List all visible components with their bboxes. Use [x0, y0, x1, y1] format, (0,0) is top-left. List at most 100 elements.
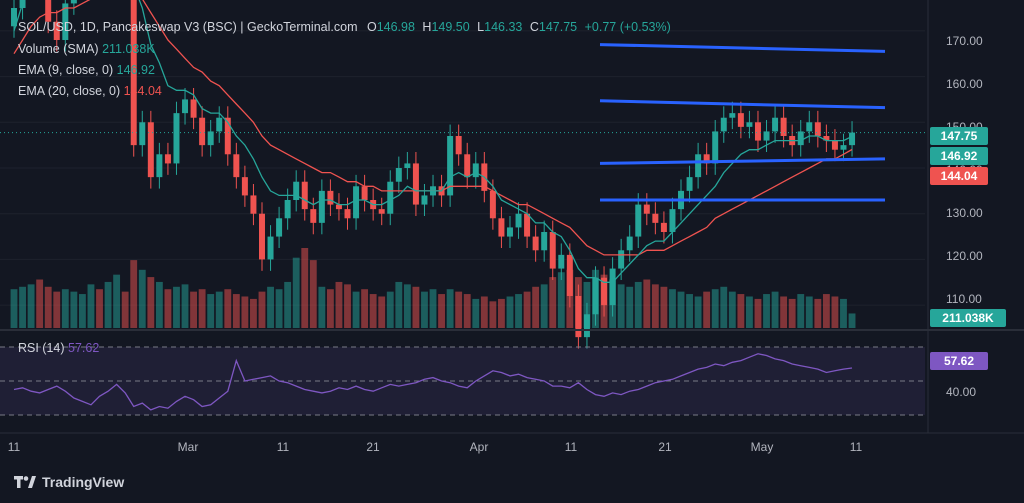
volume-bar: [412, 286, 420, 328]
candle: [139, 122, 146, 146]
price-tick: 120.00: [946, 249, 983, 263]
candle: [729, 113, 736, 118]
volume-bar: [181, 284, 189, 328]
candle: [447, 136, 454, 196]
candle: [806, 122, 813, 132]
volume-bar: [831, 296, 839, 328]
candle: [45, 0, 52, 22]
tradingview-logo-icon: [14, 476, 36, 488]
candle: [318, 190, 325, 223]
candle: [361, 186, 368, 200]
volume-bar: [121, 291, 129, 328]
candle: [147, 122, 154, 178]
volume-bar: [480, 296, 488, 328]
volume-bar: [438, 294, 445, 328]
candle: [515, 213, 522, 228]
ema9-price-tag: 146.92: [930, 147, 988, 165]
time-tick: 21: [366, 440, 380, 454]
volume-bar: [190, 291, 197, 328]
volume-bar: [250, 298, 257, 328]
brand-name: TradingView: [42, 474, 125, 490]
price-tick: 130.00: [946, 206, 983, 220]
volume-bar: [147, 277, 155, 328]
trend-lines: [599, 43, 886, 202]
ema9-legend[interactable]: EMA (9, close, 0) 146.92: [18, 63, 155, 77]
candle: [421, 195, 428, 205]
volume-bar: [840, 298, 847, 328]
volume-bar: [232, 294, 240, 328]
candle: [182, 99, 189, 114]
candle: [404, 163, 411, 168]
volume-bar: [53, 291, 61, 328]
candle: [532, 236, 539, 251]
volume-bar: [292, 257, 300, 328]
volume-legend[interactable]: Volume (SMA) 211.038K: [18, 42, 155, 56]
volume-value: 211.038K: [102, 42, 155, 56]
level-line: [599, 99, 886, 110]
volume-bar: [677, 291, 685, 328]
volume-bar: [27, 284, 35, 328]
candle: [814, 122, 821, 136]
ema20-value: 144.04: [123, 84, 162, 98]
candle: [173, 113, 180, 164]
candle: [583, 314, 590, 338]
volume-bar: [284, 281, 292, 328]
symbol-title: SOL/USD, 1D, Pancakeswap V3 (BSC) | Geck…: [18, 20, 358, 34]
open-value: 146.98: [376, 20, 415, 34]
volume-bar: [96, 289, 103, 328]
time-tick: 21: [658, 440, 672, 454]
tradingview-logo[interactable]: TradingView: [14, 474, 124, 490]
volume-bar: [378, 296, 386, 328]
ema9-value: 146.92: [116, 63, 155, 77]
candle: [455, 136, 462, 155]
volume-bar: [224, 289, 232, 328]
volume-bars: [10, 248, 856, 328]
volume-bar: [523, 291, 531, 328]
time-tick: Apr: [469, 440, 489, 454]
rsi-label: RSI (14): [18, 341, 65, 355]
candle: [378, 209, 385, 214]
volume-bar: [788, 298, 796, 328]
volume-bar: [61, 289, 69, 328]
volume-bar: [215, 291, 223, 328]
candle: [276, 218, 283, 237]
level-line: [599, 43, 886, 53]
price-tick: 110.00: [946, 292, 982, 306]
volume-bar: [643, 279, 651, 328]
rsi-tick: 40.00: [946, 385, 977, 399]
close-label: C: [529, 20, 539, 34]
candle: [618, 250, 625, 269]
candle: [498, 218, 505, 237]
candle: [566, 254, 573, 296]
time-tick: 11: [564, 440, 578, 454]
candle: [489, 190, 496, 219]
candle: [652, 213, 659, 223]
volume-bar: [737, 294, 745, 328]
candle: [703, 154, 710, 164]
volume-bar: [335, 281, 343, 328]
candle: [609, 268, 616, 306]
candle: [660, 222, 667, 232]
volume-bar: [395, 281, 403, 328]
candle: [849, 132, 856, 146]
volume-bar: [138, 269, 146, 328]
volume-bar: [532, 286, 540, 328]
candle: [575, 296, 582, 338]
candle: [310, 209, 317, 223]
ema20-legend[interactable]: EMA (20, close, 0) 144.04: [18, 84, 162, 98]
candle: [601, 277, 608, 306]
volume-bar: [78, 294, 86, 328]
candle: [772, 117, 779, 132]
volume-bar: [267, 286, 274, 328]
candle: [207, 131, 214, 146]
candle: [62, 3, 69, 41]
time-tick: 11: [276, 440, 290, 454]
candle: [190, 99, 197, 118]
rsi-legend[interactable]: RSI (14) 57.62: [18, 341, 99, 355]
candle: [746, 122, 753, 127]
volume-bar: [36, 279, 44, 328]
volume-bar: [506, 296, 514, 328]
ema9-label: EMA (9, close, 0): [18, 63, 114, 77]
volume-bar: [10, 289, 18, 328]
